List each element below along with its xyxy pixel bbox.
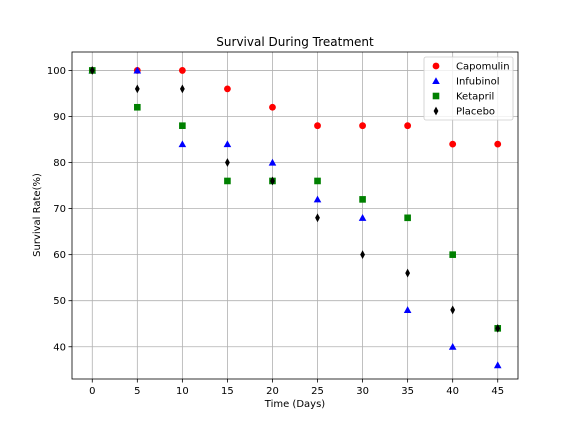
series-placebo [89,66,501,333]
data-point [269,103,276,111]
legend-item-ketapril: Ketapril [432,92,494,103]
data-point [89,66,95,75]
data-point [178,140,187,148]
legend-frame [423,56,514,121]
y-tick-label: 90 [53,112,66,123]
chart-title: Survival During Treatment [216,35,374,49]
data-point [359,122,366,130]
x-tick-label: 45 [491,386,504,397]
y-tick-label: 60 [53,250,66,261]
legend-marker [433,106,439,116]
data-point [403,306,412,313]
data-point [134,84,140,94]
x-axis-label: Time (Days) [264,399,326,410]
x-tick-label: 40 [446,386,459,397]
legend-label: Placebo [456,107,495,118]
data-point [358,214,367,221]
legend-marker [432,62,440,70]
data-point [495,323,501,333]
x-tick-label: 25 [311,386,324,397]
data-point [315,213,320,223]
legend: Capomulin Infubinol Ketapril Placebo [423,56,514,121]
data-point [134,103,141,111]
data-point [404,122,412,130]
legend-label: Ketapril [456,92,494,103]
data-point [179,122,186,129]
legend-marker [432,77,440,85]
data-point [224,85,231,93]
legend-label: Infubinol [456,77,500,88]
data-point [223,140,232,148]
data-point [449,140,457,148]
data-point [179,84,185,94]
data-point [448,342,457,350]
data-point [449,251,456,258]
legend-item-infubinol: Infubinol [432,77,500,88]
y-tick-label: 40 [53,342,66,353]
legend-label: Capomulin [456,62,510,73]
x-tick-label: 10 [176,386,189,397]
data-point [224,177,231,185]
y-tick-label: 70 [53,204,66,215]
data-point [313,195,322,203]
legend-marker [432,92,440,100]
data-point [314,177,321,185]
data-point [493,361,502,369]
plot-frame [71,51,519,380]
data-point [178,67,186,74]
legend-item-capomulin: Capomulin [432,62,510,73]
data-point [360,250,365,260]
data-point [314,122,321,130]
x-tick-label: 15 [221,386,234,397]
x-tick-label: 5 [134,386,140,397]
y-axis-label: Survival Rate(%) [32,173,43,257]
data-point [359,196,366,203]
y-tick-label: 100 [47,66,66,77]
series-infubinol [88,66,502,369]
x-tick-label: 0 [89,386,95,397]
x-tick-label: 20 [266,386,279,397]
x-tick-label: 35 [401,386,414,397]
data-point [494,140,502,148]
data-point [405,268,411,278]
legend-item-placebo: Placebo [433,106,495,118]
data-point [225,158,230,167]
x-tick-label: 30 [356,386,369,397]
data-point [404,214,411,222]
data-point [450,305,456,315]
y-tick-label: 50 [53,296,66,307]
y-tick-label: 80 [53,158,66,169]
data-point [270,176,275,186]
data-point [268,158,277,166]
data-point [133,66,142,74]
